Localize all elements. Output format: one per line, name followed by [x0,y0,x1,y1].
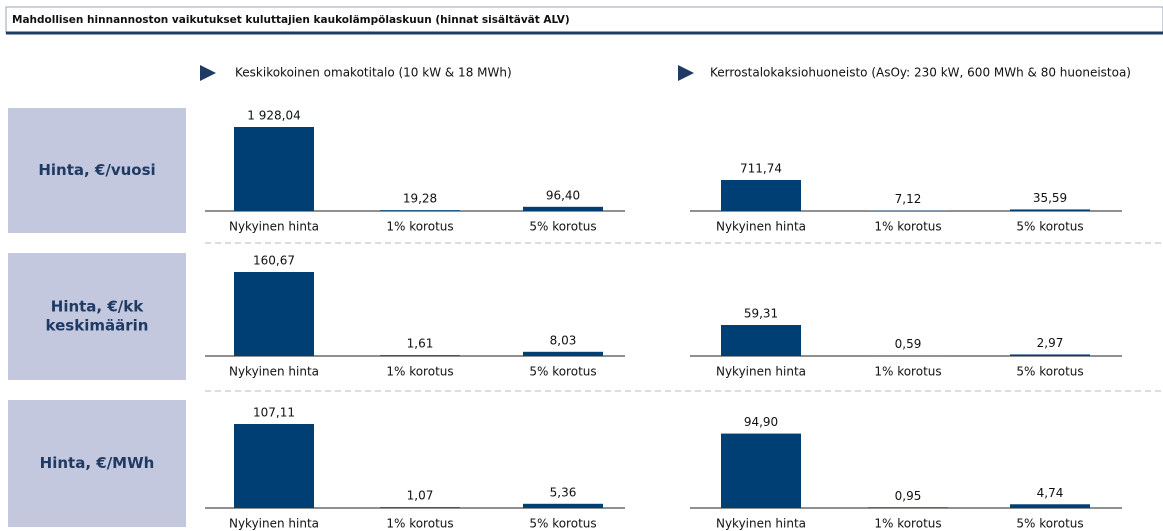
row-label: keskimäärin [46,317,149,335]
bar [380,210,460,211]
category-label: 1% korotus [386,220,453,234]
bullet [678,65,694,81]
category-label: 1% korotus [386,517,453,531]
value-label: 8,03 [550,333,577,347]
category-label: 5% korotus [529,220,596,234]
value-label: 1,61 [407,337,434,351]
bar [523,503,603,508]
value-label: 160,67 [253,254,295,268]
column-title: Kerrostalokaksiohuoneisto (AsOy: 230 kW,… [710,66,1131,80]
value-label: 711,74 [740,161,782,175]
category-label: Nykyinen hinta [716,365,806,379]
bar [1010,504,1090,508]
bar [721,433,801,508]
value-label: 1 928,04 [247,109,300,123]
value-label: 0,59 [895,337,922,351]
category-label: Nykyinen hinta [229,517,319,531]
category-label: 1% korotus [874,220,941,234]
value-label: 94,90 [744,415,778,429]
row-label-box [8,253,186,380]
value-label: 107,11 [253,406,295,420]
category-label: 1% korotus [874,365,941,379]
category-label: Nykyinen hinta [229,220,319,234]
row-label: Hinta, €/vuosi [38,161,155,179]
category-label: Nykyinen hinta [229,365,319,379]
value-label: 4,74 [1037,486,1064,500]
category-label: 5% korotus [529,365,596,379]
bar [234,424,314,508]
value-label: 7,12 [895,192,922,206]
bar [523,206,603,211]
category-label: Nykyinen hinta [716,220,806,234]
value-label: 19,28 [403,192,437,206]
category-label: 5% korotus [1016,365,1083,379]
category-label: 1% korotus [386,365,453,379]
row-label-box [8,108,186,233]
row-label: Hinta, €/MWh [40,454,155,472]
row-label-box [8,400,186,527]
bar [721,179,801,211]
value-label: 2,97 [1037,336,1064,350]
bullet [200,65,216,81]
title: Mahdollisen hinnannoston vaikutukset kul… [12,14,570,26]
bar [380,507,460,508]
bar [1010,354,1090,356]
value-label: 0,95 [895,489,922,503]
value-label: 5,36 [550,485,577,499]
title-box [5,6,1163,34]
column-title: Keskikokoinen omakotitalo (10 kW & 18 MW… [235,66,512,80]
bar [523,351,603,356]
bar [721,324,801,356]
bar [380,355,460,356]
value-label: 96,40 [546,188,580,202]
bar [868,507,948,508]
category-label: 5% korotus [1016,220,1083,234]
category-label: Nykyinen hinta [716,517,806,531]
bar [234,272,314,356]
category-label: 5% korotus [1016,517,1083,531]
category-label: 5% korotus [529,517,596,531]
row-label: Hinta, €/kk [51,298,144,316]
bar [1010,209,1090,211]
value-label: 35,59 [1033,191,1067,205]
category-label: 1% korotus [874,517,941,531]
value-label: 59,31 [744,306,778,320]
value-label: 1,07 [407,489,434,503]
bar [234,127,314,211]
